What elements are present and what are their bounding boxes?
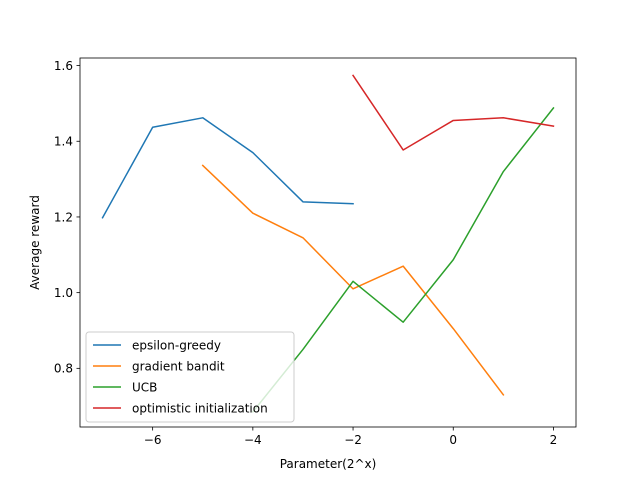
- y-tick-label: 1.2: [54, 210, 73, 224]
- legend-box: [85, 331, 295, 423]
- x-axis: −6 −4 −2 0 2: [144, 427, 557, 447]
- series-line-1: [201, 164, 505, 396]
- x-axis-label: Parameter(2^x): [280, 457, 377, 471]
- y-tick-label: 1.0: [54, 286, 73, 300]
- x-tick-label: −4: [244, 433, 262, 447]
- legend-entry-label: gradient bandit: [132, 359, 225, 373]
- legend-entry-label: UCB: [132, 380, 157, 394]
- y-tick-label: 0.8: [54, 362, 73, 376]
- legend: epsilon-greedy gradient bandit UCB optimist…: [85, 331, 295, 423]
- series-line-3: [352, 74, 555, 151]
- y-axis-label: Average reward: [28, 195, 42, 290]
- x-tick-label: −2: [344, 433, 362, 447]
- legend-entry-label: optimistic initialization: [132, 401, 268, 415]
- legend-entry-label: epsilon-greedy: [132, 338, 221, 352]
- x-tick-label: 2: [550, 433, 558, 447]
- x-tick-label: −6: [144, 433, 162, 447]
- x-tick-label: 0: [449, 433, 457, 447]
- y-tick-label: 1.4: [54, 135, 73, 149]
- plot-frame: [79, 57, 577, 428]
- series-layer: [101, 74, 555, 413]
- y-axis: 0.8 1.0 1.2 1.4 1.6: [54, 59, 80, 376]
- series-line-2: [251, 106, 555, 413]
- series-line-0: [101, 117, 354, 219]
- y-tick-label: 1.6: [54, 59, 73, 73]
